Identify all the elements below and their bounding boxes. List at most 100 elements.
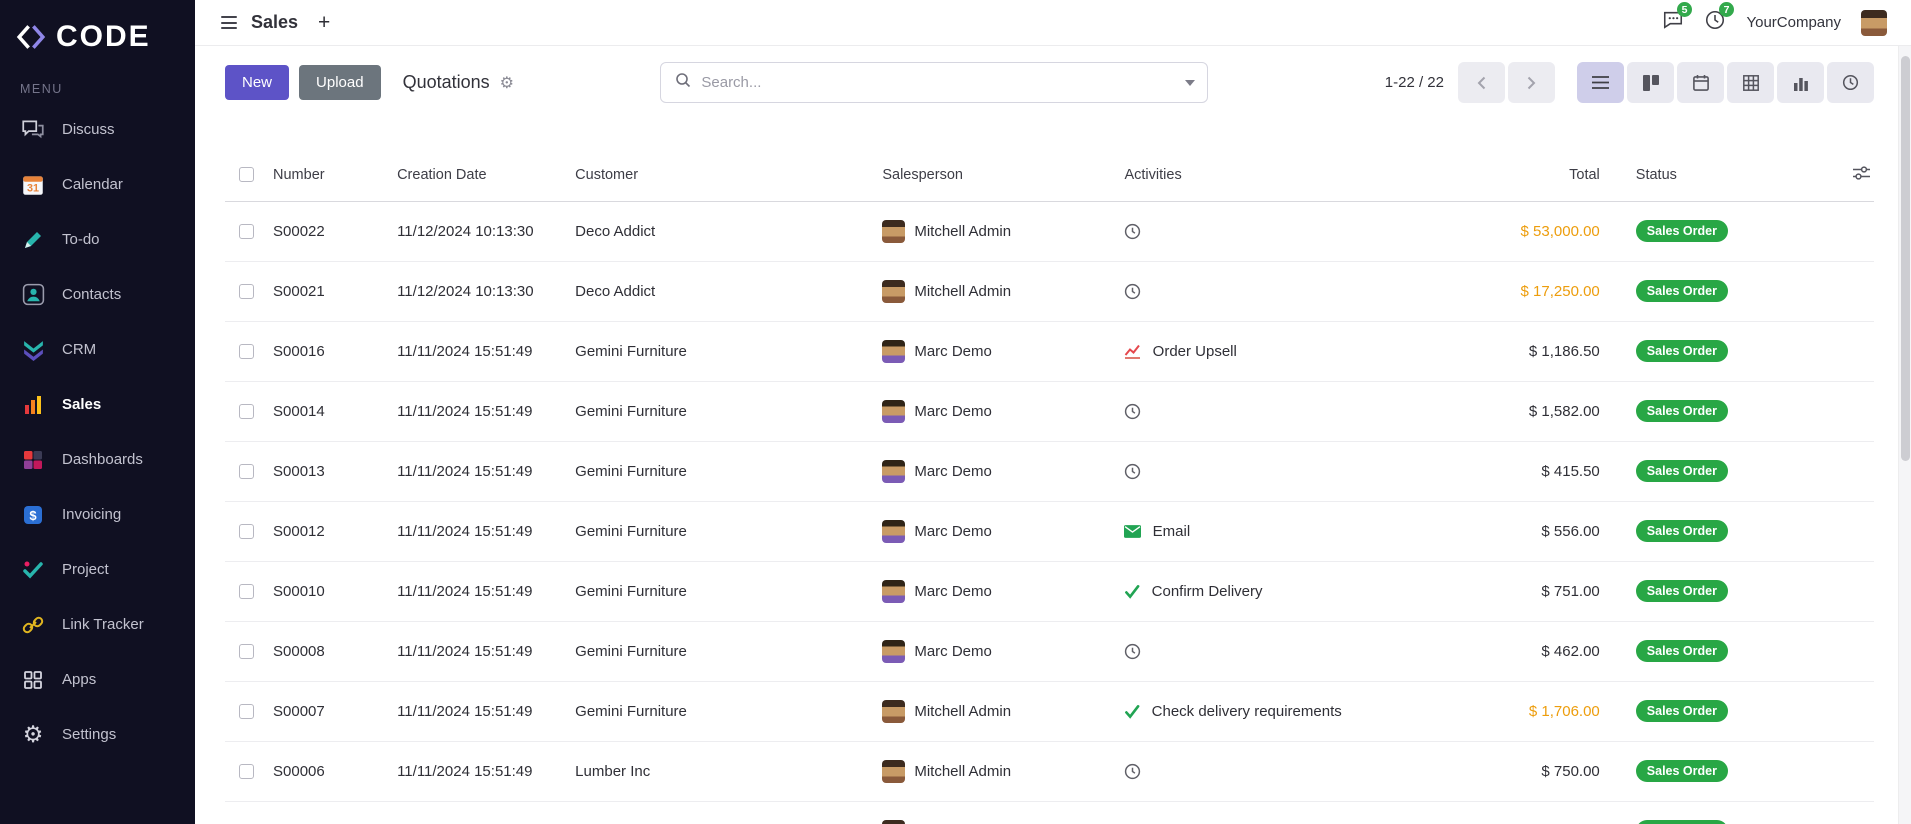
logo[interactable]: CODE bbox=[0, 0, 195, 66]
list-view-button[interactable] bbox=[1577, 62, 1624, 103]
order-total: $ 17,250.00 bbox=[1520, 282, 1600, 300]
select-all-checkbox[interactable] bbox=[239, 167, 254, 183]
activity-button[interactable] bbox=[1124, 763, 1141, 780]
row-checkbox[interactable] bbox=[239, 523, 254, 539]
sidebar-item-dashboards[interactable]: Dashboards bbox=[0, 432, 195, 487]
search-dropdown-caret-icon[interactable] bbox=[1185, 79, 1196, 86]
salesperson-name: Marc Demo bbox=[914, 582, 992, 600]
table-row[interactable]: S00005 11/11/2024 15:51:49 Ready Mat Mit… bbox=[225, 801, 1874, 824]
table-row[interactable]: S00007 11/11/2024 15:51:49 Gemini Furnit… bbox=[225, 681, 1874, 742]
row-checkbox[interactable] bbox=[239, 703, 254, 719]
salesperson-avatar bbox=[882, 279, 906, 303]
order-number: S00006 bbox=[265, 741, 390, 802]
row-checkbox[interactable] bbox=[239, 763, 254, 779]
header-total[interactable]: Total bbox=[1426, 149, 1614, 202]
pager-range: 1-22 / 22 bbox=[1384, 74, 1444, 91]
sidebar-item-label: Link Tracker bbox=[62, 616, 144, 633]
new-button[interactable]: New bbox=[225, 65, 290, 100]
activity-button[interactable] bbox=[1124, 403, 1141, 420]
header-number[interactable]: Number bbox=[265, 149, 390, 202]
kanban-view-button[interactable] bbox=[1627, 62, 1674, 103]
creation-date: 11/11/2024 15:51:49 bbox=[389, 621, 568, 682]
status-badge: Sales Order bbox=[1635, 580, 1728, 602]
header-customer[interactable]: Customer bbox=[567, 149, 875, 202]
table-row[interactable]: S00014 11/11/2024 15:51:49 Gemini Furnit… bbox=[225, 381, 1874, 442]
header-status[interactable]: Status bbox=[1613, 149, 1810, 202]
hamburger-menu-icon[interactable] bbox=[217, 12, 241, 33]
row-checkbox[interactable] bbox=[239, 643, 254, 659]
activity-button[interactable] bbox=[1124, 524, 1142, 538]
table-header-row: Number Creation Date Customer Salesperso… bbox=[225, 149, 1874, 202]
activity-clock-icon bbox=[1124, 403, 1141, 420]
sidebar-item-settings[interactable]: ⚙ Settings bbox=[0, 707, 195, 762]
pager-previous-button[interactable] bbox=[1458, 62, 1505, 103]
table-row[interactable]: S00013 11/11/2024 15:51:49 Gemini Furnit… bbox=[225, 441, 1874, 502]
scrollbar-thumb[interactable] bbox=[1901, 56, 1910, 461]
activity-check-icon bbox=[1124, 584, 1140, 599]
activity-chart-icon bbox=[1124, 344, 1141, 359]
activity-button[interactable] bbox=[1124, 584, 1140, 599]
graph-view-button[interactable] bbox=[1777, 62, 1824, 103]
upload-button[interactable]: Upload bbox=[299, 65, 381, 100]
creation-date: 11/11/2024 15:51:49 bbox=[389, 561, 568, 622]
table-row[interactable]: S00016 11/11/2024 15:51:49 Gemini Furnit… bbox=[225, 321, 1874, 382]
sidebar-item-invoicing[interactable]: $ Invoicing bbox=[0, 487, 195, 542]
sidebar-item-sales[interactable]: Sales bbox=[0, 377, 195, 432]
company-switcher[interactable]: YourCompany bbox=[1746, 14, 1841, 31]
activity-button[interactable] bbox=[1124, 283, 1141, 300]
activity-button[interactable] bbox=[1124, 643, 1141, 660]
table-row[interactable]: S00021 11/12/2024 10:13:30 Deco Addict M… bbox=[225, 261, 1874, 322]
customer-name: Gemini Furniture bbox=[567, 381, 875, 442]
row-checkbox[interactable] bbox=[239, 583, 254, 599]
table-row[interactable]: S00006 11/11/2024 15:51:49 Lumber Inc Mi… bbox=[225, 741, 1874, 802]
messages-button[interactable]: 5 bbox=[1662, 2, 1693, 36]
search-input[interactable] bbox=[701, 74, 1178, 91]
sidebar-item-contacts[interactable]: Contacts bbox=[0, 267, 195, 322]
creation-date: 11/11/2024 15:51:49 bbox=[389, 321, 568, 382]
table-row[interactable]: S00022 11/12/2024 10:13:30 Deco Addict M… bbox=[225, 201, 1874, 262]
activity-button[interactable] bbox=[1124, 704, 1140, 719]
activity-button[interactable] bbox=[1124, 223, 1141, 240]
view-settings-gear-icon[interactable]: ⚙ bbox=[499, 74, 514, 92]
row-checkbox[interactable] bbox=[239, 223, 254, 239]
table-row[interactable]: S00012 11/11/2024 15:51:49 Gemini Furnit… bbox=[225, 501, 1874, 562]
sidebar-item-project[interactable]: Project bbox=[0, 542, 195, 597]
activity-view-button[interactable] bbox=[1827, 62, 1874, 103]
salesperson-avatar bbox=[882, 759, 906, 783]
todo-icon bbox=[18, 225, 48, 255]
sidebar-item-todo[interactable]: To-do bbox=[0, 212, 195, 267]
optional-columns-icon[interactable] bbox=[1853, 166, 1870, 184]
status-badge: Sales Order bbox=[1635, 520, 1728, 542]
svg-text:31: 31 bbox=[27, 182, 39, 194]
header-creation-date[interactable]: Creation Date bbox=[389, 149, 568, 202]
sidebar-item-discuss[interactable]: Discuss bbox=[0, 102, 195, 157]
new-tab-plus-button[interactable]: + bbox=[318, 11, 331, 34]
calendar-view-button[interactable] bbox=[1677, 62, 1724, 103]
pivot-view-button[interactable] bbox=[1727, 62, 1774, 103]
row-checkbox[interactable] bbox=[239, 283, 254, 299]
header-salesperson[interactable]: Salesperson bbox=[874, 149, 1117, 202]
user-avatar[interactable] bbox=[1861, 9, 1887, 36]
app-title[interactable]: Sales bbox=[251, 12, 299, 32]
sidebar-item-calendar[interactable]: 31 Calendar bbox=[0, 157, 195, 212]
search-bar[interactable] bbox=[660, 62, 1209, 103]
quotations-table: Number Creation Date Customer Salesperso… bbox=[225, 149, 1874, 824]
pager-next-button[interactable] bbox=[1508, 62, 1555, 103]
activity-button[interactable] bbox=[1124, 463, 1141, 480]
order-total: $ 1,706.00 bbox=[1528, 702, 1600, 720]
sidebar-item-link-tracker[interactable]: Link Tracker bbox=[0, 597, 195, 652]
vertical-scrollbar[interactable] bbox=[1898, 46, 1911, 824]
activity-button[interactable] bbox=[1124, 344, 1141, 359]
activity-clock-icon bbox=[1124, 463, 1141, 480]
sidebar-item-crm[interactable]: CRM bbox=[0, 322, 195, 377]
table-row[interactable]: S00010 11/11/2024 15:51:49 Gemini Furnit… bbox=[225, 561, 1874, 622]
activities-button[interactable]: 7 bbox=[1704, 2, 1735, 36]
table-body: S00022 11/12/2024 10:13:30 Deco Addict M… bbox=[225, 201, 1874, 824]
header-activities[interactable]: Activities bbox=[1116, 149, 1427, 202]
row-checkbox[interactable] bbox=[239, 463, 254, 479]
row-checkbox[interactable] bbox=[239, 343, 254, 359]
sidebar-item-apps[interactable]: Apps bbox=[0, 652, 195, 707]
table-row[interactable]: S00008 11/11/2024 15:51:49 Gemini Furnit… bbox=[225, 621, 1874, 682]
sidebar-item-label: CRM bbox=[62, 341, 97, 358]
row-checkbox[interactable] bbox=[239, 403, 254, 419]
